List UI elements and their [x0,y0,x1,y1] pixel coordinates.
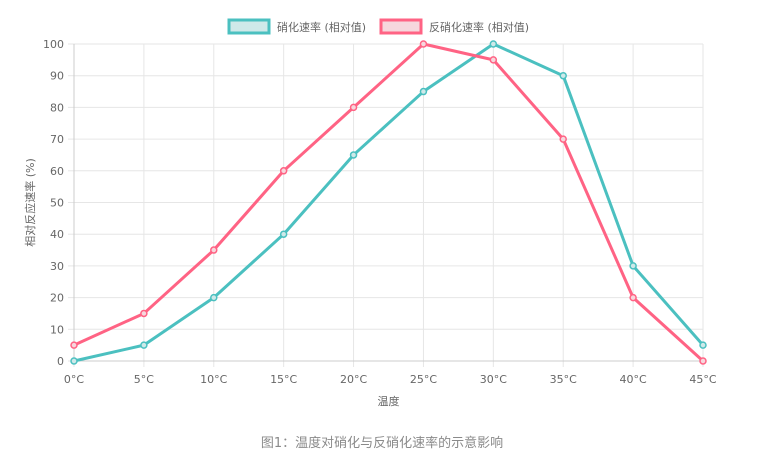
y-tick-label: 30 [50,260,64,273]
data-point[interactable] [419,87,428,96]
data-point[interactable] [140,341,148,349]
data-point[interactable] [349,103,358,112]
y-tick-label: 10 [50,323,64,336]
y-tick-label: 0 [57,355,64,368]
axes: 0 10 20 30 40 50 60 70 80 90 100 0°C 5°C 10°C 15°C 20°C… [43,38,717,386]
x-tick-label: 0°C [64,373,84,386]
data-point[interactable] [349,151,358,159]
x-tick-label: 30°C [480,373,507,386]
y-tick-label: 80 [50,101,64,114]
data-point[interactable] [699,357,707,365]
data-point[interactable] [489,40,498,48]
y-tick-label: 40 [50,228,64,241]
y-tick-label: 50 [50,197,64,210]
data-point[interactable] [559,71,567,80]
x-axis-title: 温度 [378,394,400,408]
data-point[interactable] [629,262,637,270]
data-point[interactable] [210,293,218,302]
series-lines [70,40,707,365]
series-line-0 [72,42,705,363]
x-tick-label: 20°C [340,373,367,386]
data-point[interactable] [489,56,498,64]
y-tick-label: 100 [43,38,64,51]
y-tick-label: 60 [50,165,64,178]
x-tick-label: 45°C [689,373,716,386]
data-point[interactable] [279,167,288,175]
grid [68,43,704,367]
data-point[interactable] [140,309,148,318]
y-axis-title: 相对反应速率 (%) [23,158,37,247]
legend-swatch [379,18,423,35]
data-point[interactable] [559,135,567,143]
y-tick-label: 70 [50,133,64,146]
legend-item[interactable]: 反硝化速率 (相对值) [379,18,529,35]
legend-label: 反硝化速率 (相对值) [429,20,529,34]
series-line-1 [72,42,705,363]
x-tick-label: 40°C [620,373,647,386]
legend-swatch [227,18,271,35]
y-tick-label: 20 [50,292,64,305]
x-tick-label: 35°C [550,373,577,386]
data-point[interactable] [279,230,288,238]
data-point[interactable] [419,40,428,48]
legend-label: 硝化速率 (相对值) [277,20,366,34]
data-point[interactable] [629,293,637,302]
data-point[interactable] [699,341,707,349]
x-tick-label: 10°C [200,373,227,386]
figure-caption: 图1：温度对硝化与反硝化速率的示意影响 [260,436,504,451]
x-tick-label: 15°C [270,373,297,386]
data-point[interactable] [70,341,78,349]
x-tick-label: 25°C [410,373,437,386]
x-tick-label: 5°C [134,373,154,386]
legend: 硝化速率 (相对值) 反硝化速率 (相对值) [227,18,529,35]
line-chart: 0 10 20 30 40 50 60 70 80 90 100 0°C 5°C 10°C 15°C 20°C… [23,18,717,408]
data-point[interactable] [210,246,218,254]
data-point[interactable] [70,357,78,365]
legend-item[interactable]: 硝化速率 (相对值) [227,18,366,35]
y-tick-label: 90 [50,70,64,83]
